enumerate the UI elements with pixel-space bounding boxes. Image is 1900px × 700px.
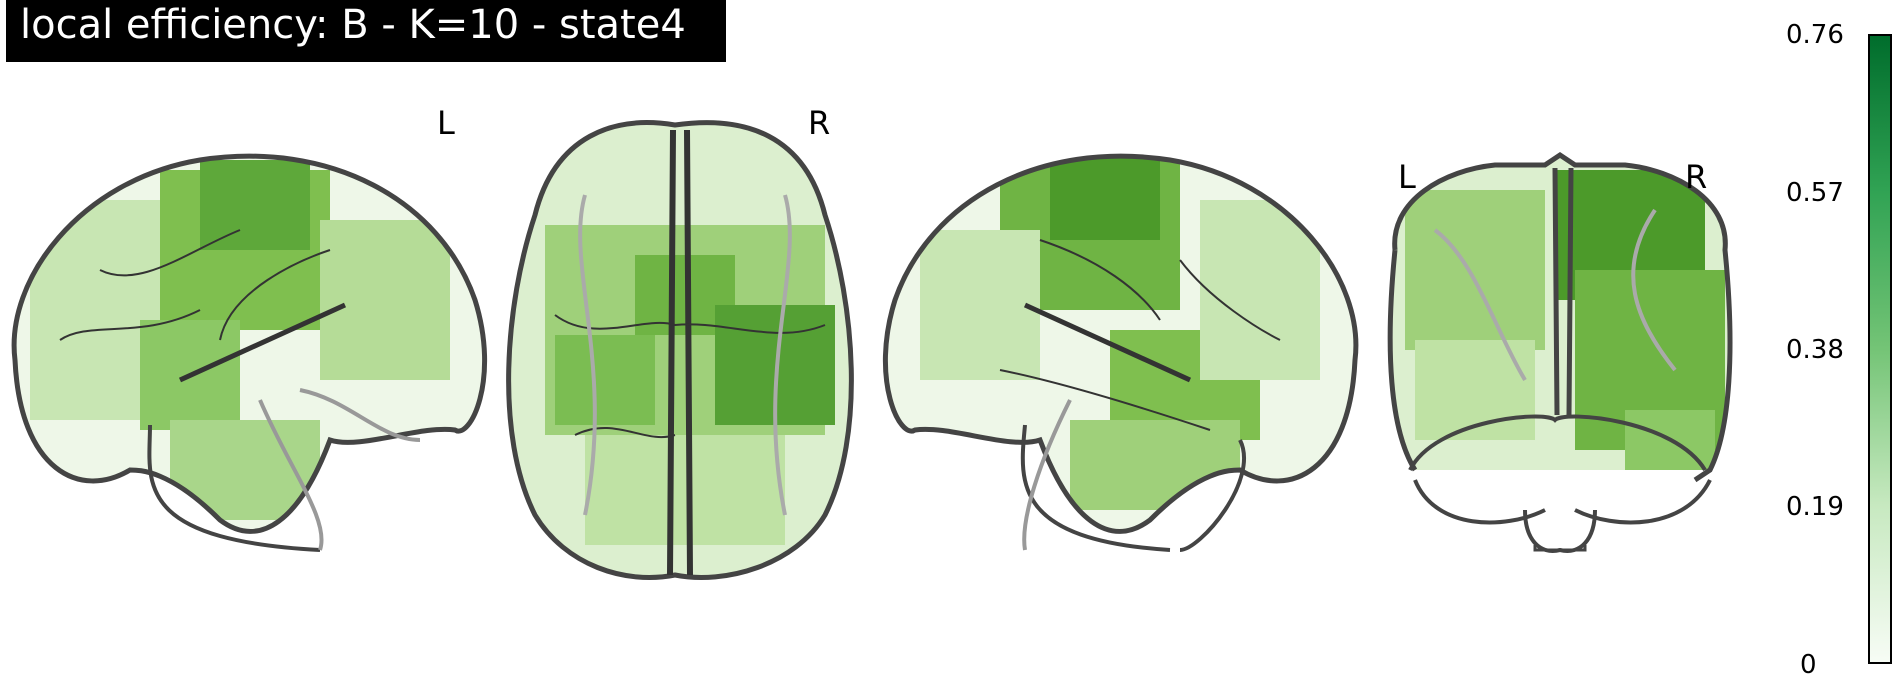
axial-left-label: L: [437, 104, 455, 142]
colorbar-tick-4: 0: [1800, 650, 1817, 680]
colorbar-tick-1: 0.57: [1786, 178, 1844, 208]
colorbar-tick-3: 0.19: [1786, 492, 1844, 522]
figure-title: local efficiency: B - K=10 - state4: [6, 0, 726, 62]
coronal-right-label: R: [1685, 158, 1708, 196]
axial-view: [506, 120, 854, 580]
coronal-view: [1387, 151, 1733, 553]
colorbar-tick-2: 0.38: [1786, 335, 1844, 365]
sagittal-left-view: [11, 153, 487, 552]
colorbar: [1868, 34, 1892, 664]
colorbar-tick-0: 0.76: [1786, 20, 1844, 50]
axial-right-label: R: [808, 104, 831, 142]
coronal-left-label: L: [1398, 158, 1416, 196]
sagittal-right-view: [883, 153, 1359, 552]
